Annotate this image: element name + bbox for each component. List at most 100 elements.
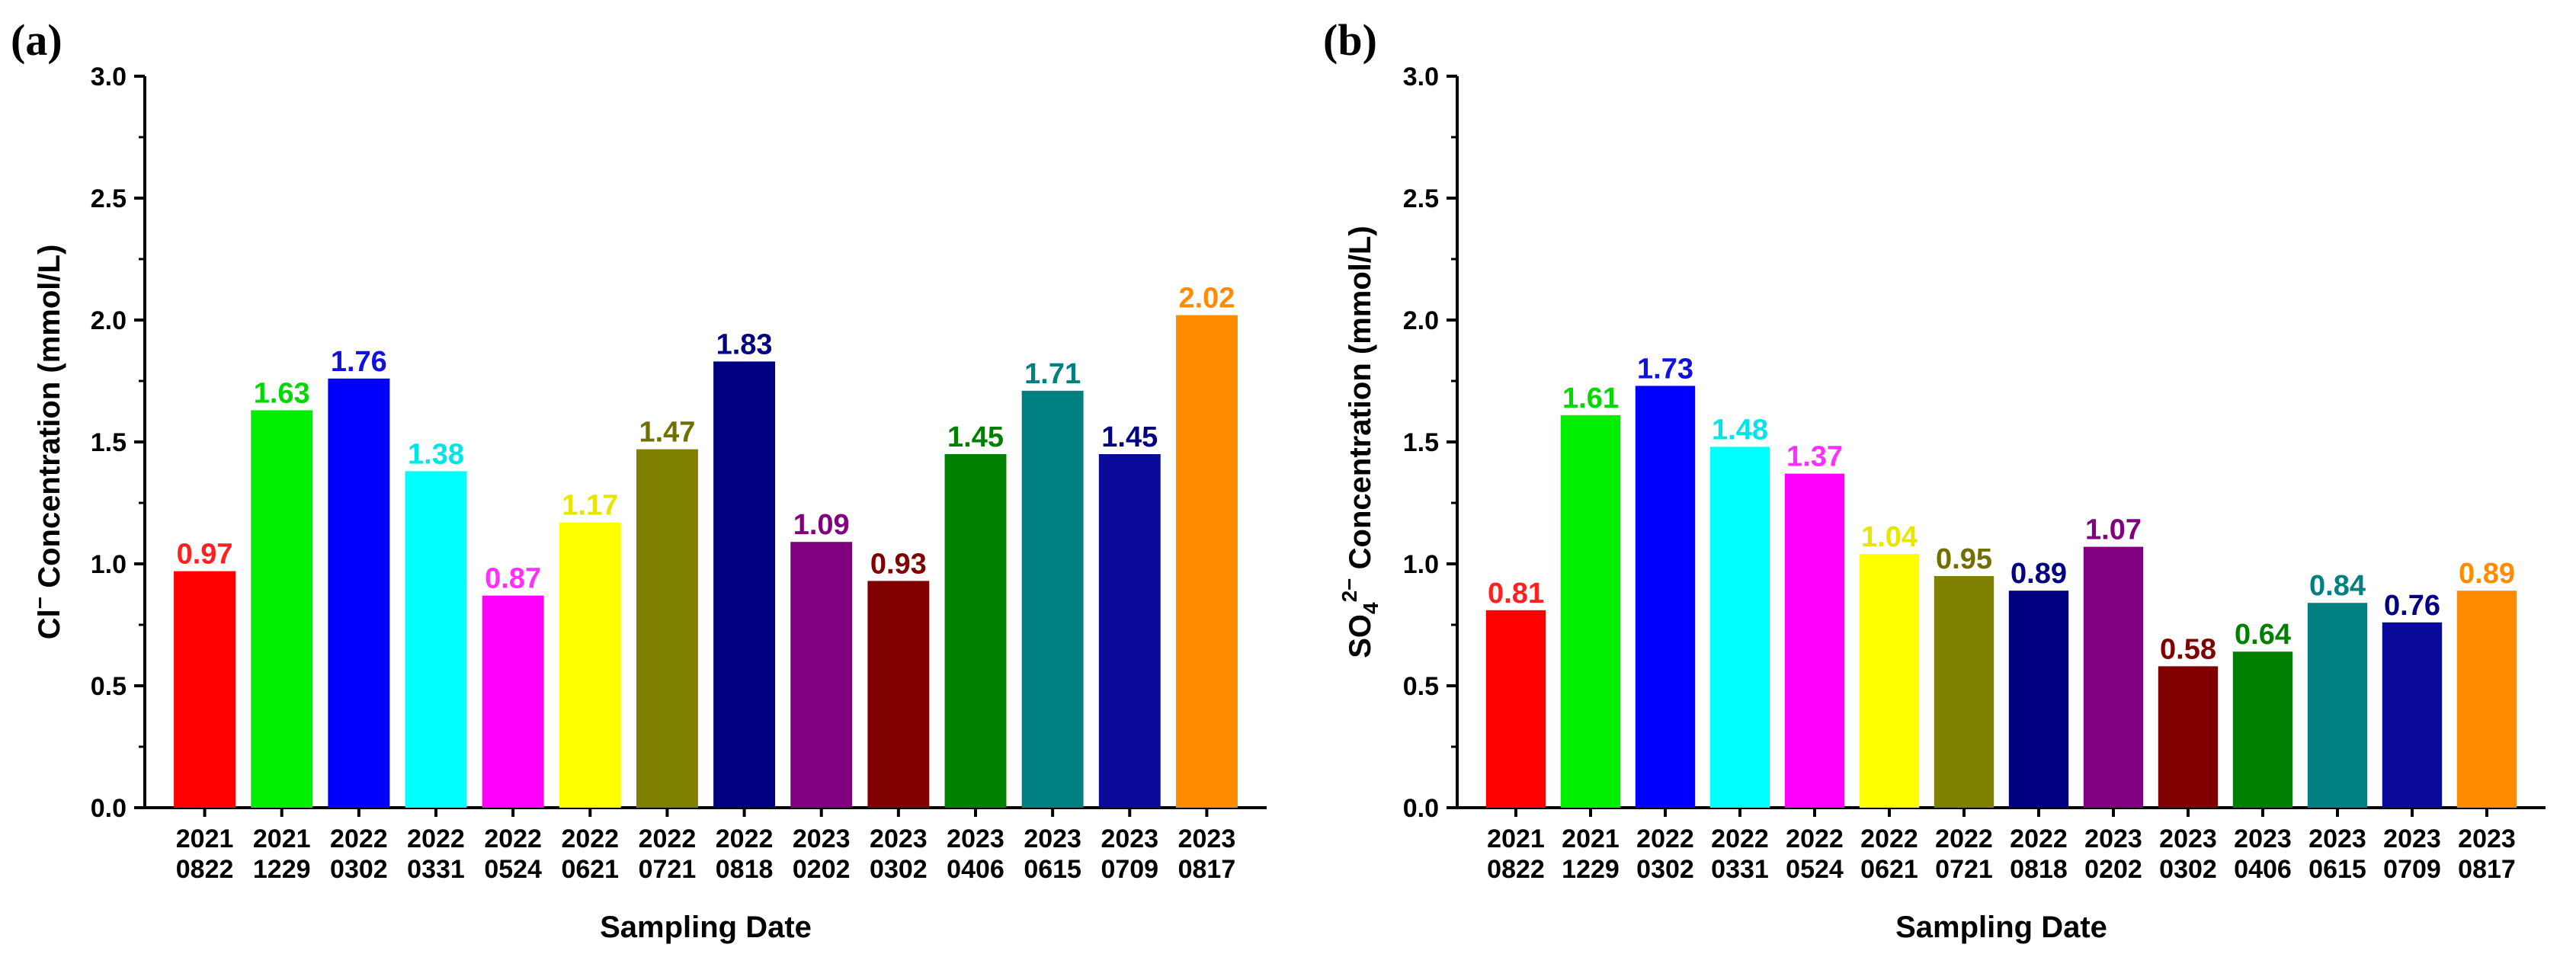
bar xyxy=(559,522,621,808)
data-label: 2.02 xyxy=(1178,283,1235,315)
x-tick-label: 2022 xyxy=(330,824,388,853)
data-label: 1.45 xyxy=(947,421,1004,453)
x-tick-label: 0524 xyxy=(1786,855,1844,884)
x-tick-label: 2022 xyxy=(407,824,465,853)
x-tick-label: 0817 xyxy=(1178,855,1236,884)
x-tick-label: 2023 xyxy=(2159,824,2217,853)
y-tick-label: 1.5 xyxy=(1403,428,1439,457)
bar xyxy=(713,361,776,808)
y-tick-label: 0.0 xyxy=(91,794,127,823)
x-tick-label: 2022 xyxy=(1935,824,1993,853)
data-label: 1.17 xyxy=(562,490,618,522)
y-axis-title: SO42− Concentration (mmol/L) xyxy=(1338,226,1383,658)
x-tick-label: 0721 xyxy=(639,855,697,884)
data-label: 0.97 xyxy=(177,539,233,571)
y-axis-title-prefix: Cl xyxy=(33,609,66,639)
x-tick-label: 2023 xyxy=(2084,824,2142,853)
data-label: 0.89 xyxy=(2459,558,2515,590)
data-label: 0.87 xyxy=(485,563,541,595)
x-tick-label: 0615 xyxy=(2308,855,2366,884)
y-tick-label: 0.0 xyxy=(1403,794,1439,823)
bar xyxy=(174,571,236,808)
x-tick-label: 1229 xyxy=(253,855,311,884)
data-label: 0.64 xyxy=(2235,619,2291,651)
bar xyxy=(1859,554,1920,808)
data-label: 1.61 xyxy=(1562,383,1619,415)
x-tick-label: 0524 xyxy=(484,855,542,884)
x-tick-label: 2023 xyxy=(2458,824,2516,853)
y-tick-label: 0.5 xyxy=(91,672,127,701)
x-tick-label: 0302 xyxy=(1636,855,1694,884)
y-axis-title-sup: − xyxy=(28,597,52,609)
y-tick-label: 2.5 xyxy=(91,184,127,213)
x-tick-label: 2023 xyxy=(870,824,928,853)
x-tick-label: 2023 xyxy=(2383,824,2441,853)
panel-label: (b) xyxy=(1323,15,1377,65)
data-label: 0.93 xyxy=(870,548,927,580)
data-label: 1.71 xyxy=(1024,358,1081,390)
x-tick-label: 0818 xyxy=(716,855,774,884)
bar xyxy=(2008,591,2069,808)
data-label: 1.76 xyxy=(331,346,387,378)
bar xyxy=(1709,447,1770,808)
x-tick-label: 2022 xyxy=(2010,824,2068,853)
x-axis-title: Sampling Date xyxy=(600,911,812,944)
bar xyxy=(1934,576,1994,808)
x-tick-label: 2022 xyxy=(484,824,542,853)
x-tick-label: 0822 xyxy=(1487,855,1545,884)
y-tick-label: 2.0 xyxy=(1403,306,1439,335)
x-tick-label: 2022 xyxy=(1636,824,1694,853)
x-tick-label: 0709 xyxy=(1101,855,1158,884)
bar xyxy=(636,449,698,808)
y-tick-label: 2.5 xyxy=(1403,184,1439,213)
data-label: 0.84 xyxy=(2309,570,2366,602)
data-label: 1.09 xyxy=(793,509,850,541)
x-tick-label: 2021 xyxy=(1562,824,1620,853)
bar xyxy=(1175,315,1238,808)
data-label: 1.07 xyxy=(2085,514,2142,546)
y-tick-label: 1.5 xyxy=(91,428,127,457)
x-tick-label: 2023 xyxy=(947,824,1004,853)
panel-b-chart: (b)0.00.51.01.52.02.53.00.81202108221.61… xyxy=(1323,15,2546,944)
data-label: 1.83 xyxy=(716,328,773,360)
bar xyxy=(2307,603,2368,808)
x-tick-label: 2022 xyxy=(561,824,619,853)
x-tick-label: 0331 xyxy=(1711,855,1769,884)
y-tick-label: 3.0 xyxy=(1403,62,1439,91)
x-tick-label: 0818 xyxy=(2010,855,2068,884)
y-axis-title-suffix: Concentration (mmol/L) xyxy=(33,245,66,597)
data-label: 1.48 xyxy=(1712,414,1768,446)
x-tick-label: 0709 xyxy=(2383,855,2441,884)
bar xyxy=(251,410,313,808)
x-tick-label: 2023 xyxy=(793,824,851,853)
bar xyxy=(405,471,467,808)
data-label: 0.58 xyxy=(2160,633,2216,665)
bar xyxy=(2456,591,2517,808)
x-tick-label: 2022 xyxy=(1711,824,1769,853)
y-tick-label: 1.0 xyxy=(91,550,127,579)
data-label: 0.76 xyxy=(2384,590,2440,622)
bar xyxy=(2083,546,2144,808)
x-tick-label: 2023 xyxy=(1101,824,1158,853)
data-label: 1.37 xyxy=(1786,441,1843,473)
data-label: 0.89 xyxy=(2010,558,2067,590)
data-label: 1.38 xyxy=(408,438,464,470)
x-tick-label: 2021 xyxy=(176,824,234,853)
x-tick-label: 2023 xyxy=(1024,824,1081,853)
x-tick-label: 0302 xyxy=(330,855,388,884)
x-tick-label: 0615 xyxy=(1024,855,1081,884)
bar xyxy=(2158,666,2219,808)
bar xyxy=(1485,610,1546,808)
data-label: 1.04 xyxy=(1861,521,1918,553)
bar xyxy=(867,581,930,808)
panel-label: (a) xyxy=(11,15,62,65)
y-axis-title: Cl− Concentration (mmol/L) xyxy=(28,245,66,640)
y-tick-label: 1.0 xyxy=(1403,550,1439,579)
x-tick-label: 2021 xyxy=(253,824,311,853)
data-label: 0.81 xyxy=(1488,578,1544,610)
bar xyxy=(1098,454,1161,808)
data-label: 1.47 xyxy=(639,417,695,449)
x-tick-label: 2021 xyxy=(1487,824,1545,853)
data-label: 0.95 xyxy=(1936,543,1992,575)
x-tick-label: 0331 xyxy=(407,855,465,884)
